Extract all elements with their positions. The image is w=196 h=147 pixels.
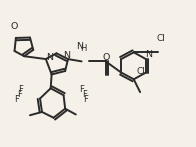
Text: O: O (10, 22, 18, 31)
Text: H: H (80, 44, 87, 53)
Text: F: F (83, 95, 88, 104)
Text: F: F (79, 85, 84, 94)
Text: N: N (76, 42, 83, 51)
Text: Cl: Cl (137, 67, 145, 76)
Text: O: O (102, 53, 109, 62)
Text: Cl: Cl (157, 34, 165, 43)
Text: N: N (64, 51, 71, 60)
Text: F: F (18, 85, 23, 94)
Text: N: N (46, 53, 53, 62)
Text: F: F (83, 90, 87, 99)
Text: N: N (145, 50, 152, 59)
Text: F: F (17, 90, 22, 99)
Text: F: F (14, 95, 19, 104)
